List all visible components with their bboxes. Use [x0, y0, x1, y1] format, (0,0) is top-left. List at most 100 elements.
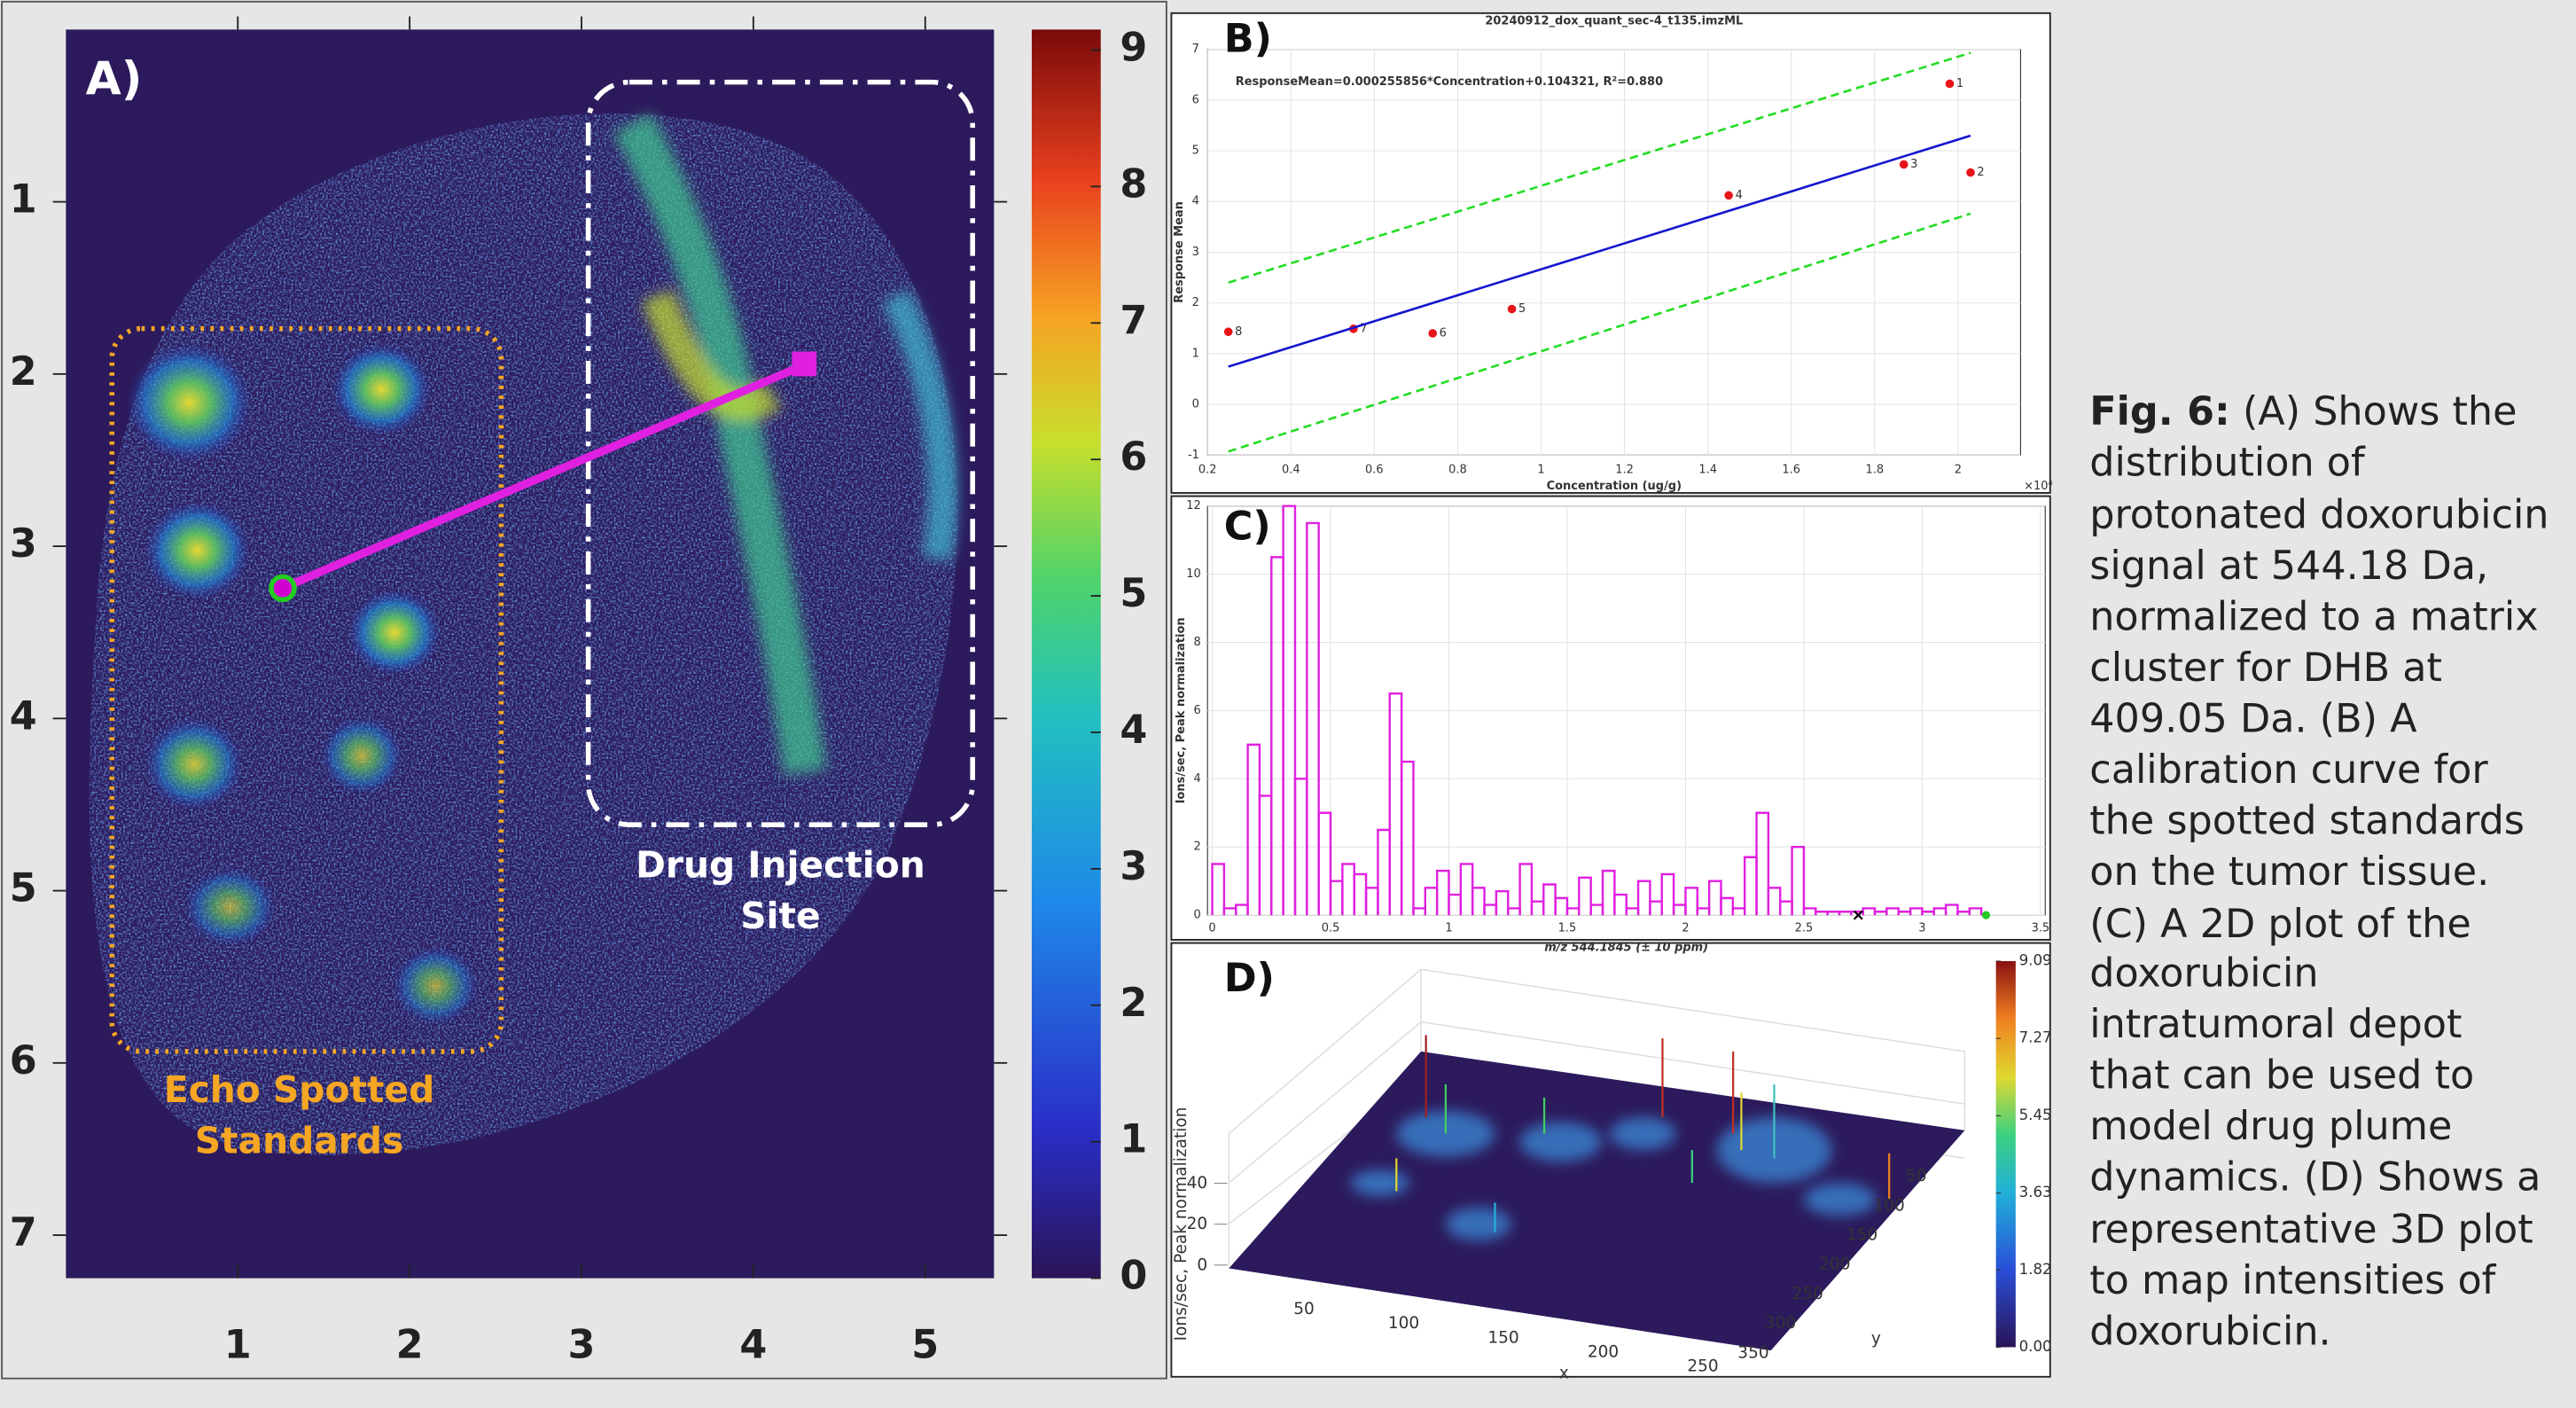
colorbar-tick-label: 2	[1120, 981, 1147, 1026]
standard-spots	[126, 343, 479, 1026]
x-tick-label: 0.5	[1322, 921, 1340, 935]
y-tick-label: 0	[1194, 909, 1201, 922]
x-tick-label: 0.6	[1365, 463, 1384, 476]
x-tick-label: 0.2	[1198, 463, 1217, 476]
y-tick-label: 150	[1846, 1225, 1877, 1244]
spot	[144, 717, 244, 810]
y-tick-label: 5	[1192, 145, 1199, 158]
y-tick-label: 0	[1192, 398, 1199, 411]
y-tick-label: 10	[1186, 567, 1201, 581]
histogram-step	[1471, 887, 1486, 916]
point-label: 8	[1235, 325, 1242, 339]
x-tick-label: 5	[911, 1322, 939, 1367]
histogram-step	[1435, 869, 1450, 916]
x-tick-label: 2.5	[1795, 921, 1814, 935]
point-label: 2	[1977, 166, 1984, 179]
blob	[1803, 1183, 1877, 1216]
y-tick-label: 4	[1194, 772, 1201, 786]
colorbar	[1995, 960, 2016, 1348]
signal-band	[613, 113, 827, 776]
histogram-step	[1554, 896, 1569, 916]
caption-line: to map intensities of	[2089, 1258, 2496, 1303]
y-tick-label: 4	[1192, 195, 1199, 208]
y-tick-label: 50	[1906, 1167, 1927, 1185]
caption-line: that can be used to	[2089, 1053, 2474, 1099]
x-axis-label: x	[1559, 1365, 1569, 1383]
y-tick-label: 6	[1194, 704, 1201, 717]
caption-line: representative 3D plot	[2089, 1208, 2533, 1253]
y-axis-label: Ions/sec, Peak normalization	[1175, 617, 1188, 803]
profile-start	[269, 574, 297, 603]
x-tick-label: 200	[1588, 1342, 1619, 1361]
injection-box	[585, 79, 976, 827]
blob	[1610, 1117, 1676, 1151]
chart-title: 20240912_dox_quant_sec-4_t135.imzML	[1485, 15, 1743, 28]
histogram-step	[1282, 505, 1297, 916]
annotation: Echo Spotted	[164, 1068, 434, 1111]
x-tick-label: 1.5	[1558, 921, 1577, 935]
caption-line: 409.05 Da. (B) A	[2089, 696, 2417, 741]
surface-spikes	[1395, 1035, 1891, 1232]
equation: ResponseMean=0.000255856*Concentration+0…	[1236, 75, 1663, 89]
annotation: Drug Injection	[636, 843, 925, 886]
x-tick-label: 1.4	[1698, 463, 1717, 476]
x-tick-label: 0.8	[1448, 463, 1467, 476]
colorbar-tick-label: 0	[1120, 1254, 1147, 1299]
y-tick-label: 4	[10, 693, 37, 739]
caption-line: on the tumor tissue.	[2089, 849, 2489, 895]
x-tick-label: 3.5	[2032, 921, 2050, 935]
x-tick-label: 1.2	[1615, 463, 1634, 476]
fit-line	[1228, 134, 1971, 368]
colorbar-tick-label: 4	[1120, 708, 1147, 753]
x-tick-label: 4	[739, 1322, 767, 1367]
x-tick-label: 100	[1388, 1314, 1419, 1333]
y-tick-label: 2	[1194, 841, 1201, 854]
point-label: 1	[1956, 77, 1963, 90]
y-tick-label: 8	[1194, 636, 1201, 649]
caption-line: normalized to a matrix	[2089, 595, 2538, 640]
caption-line: (C) A 2D plot of the	[2089, 902, 2471, 947]
caption-line: the spotted standards	[2089, 798, 2525, 843]
point-label: 7	[1360, 322, 1367, 335]
y-tick-label: 1	[1192, 347, 1199, 360]
y-tick-label: 7	[10, 1210, 37, 1255]
caption-line: doxorubicin	[2089, 951, 2318, 997]
spot	[183, 867, 277, 947]
caption: distribution of protonated doxorubicin sig…	[2089, 440, 2549, 1354]
histogram-step	[1518, 863, 1534, 916]
y-tick-label: -1	[1188, 449, 1199, 462]
data-point	[1899, 160, 1909, 169]
caption-line: cluster for DHB at	[2089, 645, 2442, 691]
histogram-step	[1495, 889, 1510, 916]
histogram-step	[1601, 869, 1616, 916]
colorbar-tick-label: 1	[1120, 1117, 1147, 1162]
caption-line: protonated doxorubicin	[2089, 493, 2549, 538]
y-tick-label: 12	[1186, 499, 1201, 512]
histogram-step	[1211, 863, 1226, 916]
signal-band	[882, 289, 958, 562]
data-point	[1428, 329, 1438, 338]
x-tick-label: 3	[1918, 921, 1925, 935]
histogram-step	[1968, 907, 1983, 916]
x-tick-label: 1	[1537, 463, 1544, 476]
x-axis-label: Concentration (ug/g)	[1547, 480, 1682, 493]
caption-line: signal at 544.18 Da,	[2089, 544, 2488, 589]
spot	[348, 590, 441, 676]
data-point	[1945, 79, 1955, 89]
histogram-step	[1944, 903, 1959, 916]
y-tick-label: 6	[1192, 93, 1199, 106]
spot	[126, 343, 252, 462]
y-tick-label: 5	[10, 866, 37, 911]
point-label: 5	[1518, 302, 1526, 316]
x-axis-label: m/z 544.1845 (± 10 ppm)	[1544, 942, 1708, 955]
histogram-step	[1636, 880, 1651, 916]
caption-line: model drug plume	[2089, 1104, 2452, 1149]
histogram-step	[1791, 846, 1806, 916]
x-tick-label: 2	[396, 1322, 424, 1367]
z-tick-label: 20	[1187, 1215, 1208, 1233]
x-tick-label: 1.6	[1782, 463, 1800, 476]
signal-band	[642, 289, 782, 421]
point-label: 4	[1736, 189, 1743, 202]
confidence-bound	[1228, 51, 1971, 284]
colorbar-tick-label: 3.63	[2019, 1184, 2052, 1201]
